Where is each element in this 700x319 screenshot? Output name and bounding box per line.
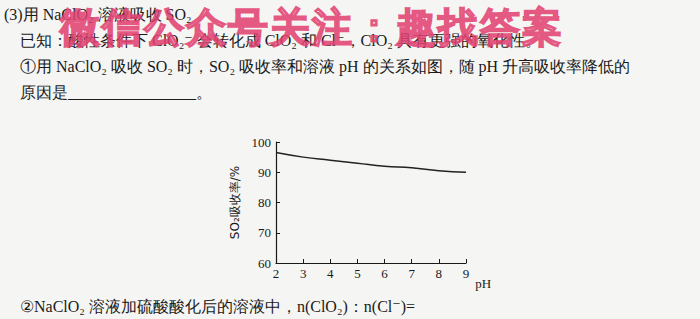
svg-text:5: 5 <box>354 266 361 281</box>
svg-text:70: 70 <box>258 225 271 240</box>
html-text:(3)用 NaClO₂ 溶液吸收 SO₂: (3)用 NaClO₂ 溶液吸收 SO₂ <box>4 6 192 23</box>
svg-text:3: 3 <box>300 266 307 281</box>
html-text:原因是________________。: 原因是________________。 <box>20 84 212 101</box>
svg-text:4: 4 <box>327 266 334 281</box>
svg-text:8: 8 <box>436 266 443 281</box>
html-text:已知：酸性条件下 ClO₂⁻ 会转化成 ClO₂ 和 Cl⁻: 已知：酸性条件下 ClO₂⁻ 会转化成 ClO₂ 和 Cl⁻，ClO₂ 具有更强… <box>20 32 541 49</box>
svg-text:90: 90 <box>258 165 271 180</box>
html-text:微信公众号关注：趣找答案: 微信公众号关注：趣找答案 <box>60 4 564 50</box>
svg-text:9: 9 <box>463 266 470 281</box>
svg-text:6: 6 <box>381 266 388 281</box>
svg-text:2: 2 <box>273 266 280 281</box>
svg-text:pH: pH <box>475 276 491 291</box>
svg-text:80: 80 <box>258 195 271 210</box>
svg-text:60: 60 <box>258 256 271 271</box>
html-text:②NaClO₂ 溶液加硫酸酸化后的溶液中，n(ClO₂)：n: ②NaClO₂ 溶液加硫酸酸化后的溶液中，n(ClO₂)：n(Cl⁻)= <box>20 298 416 315</box>
html-text:①用 NaClO₂ 吸收 SO₂ 时，SO₂ 吸收率和溶液: ①用 NaClO₂ 吸收 SO₂ 时，SO₂ 吸收率和溶液 pH 的关系如图，随… <box>20 58 631 75</box>
svg-text:SO₂吸收率/%: SO₂吸收率/% <box>228 166 242 239</box>
svg-text:100: 100 <box>252 135 272 150</box>
svg-text:7: 7 <box>408 266 415 281</box>
